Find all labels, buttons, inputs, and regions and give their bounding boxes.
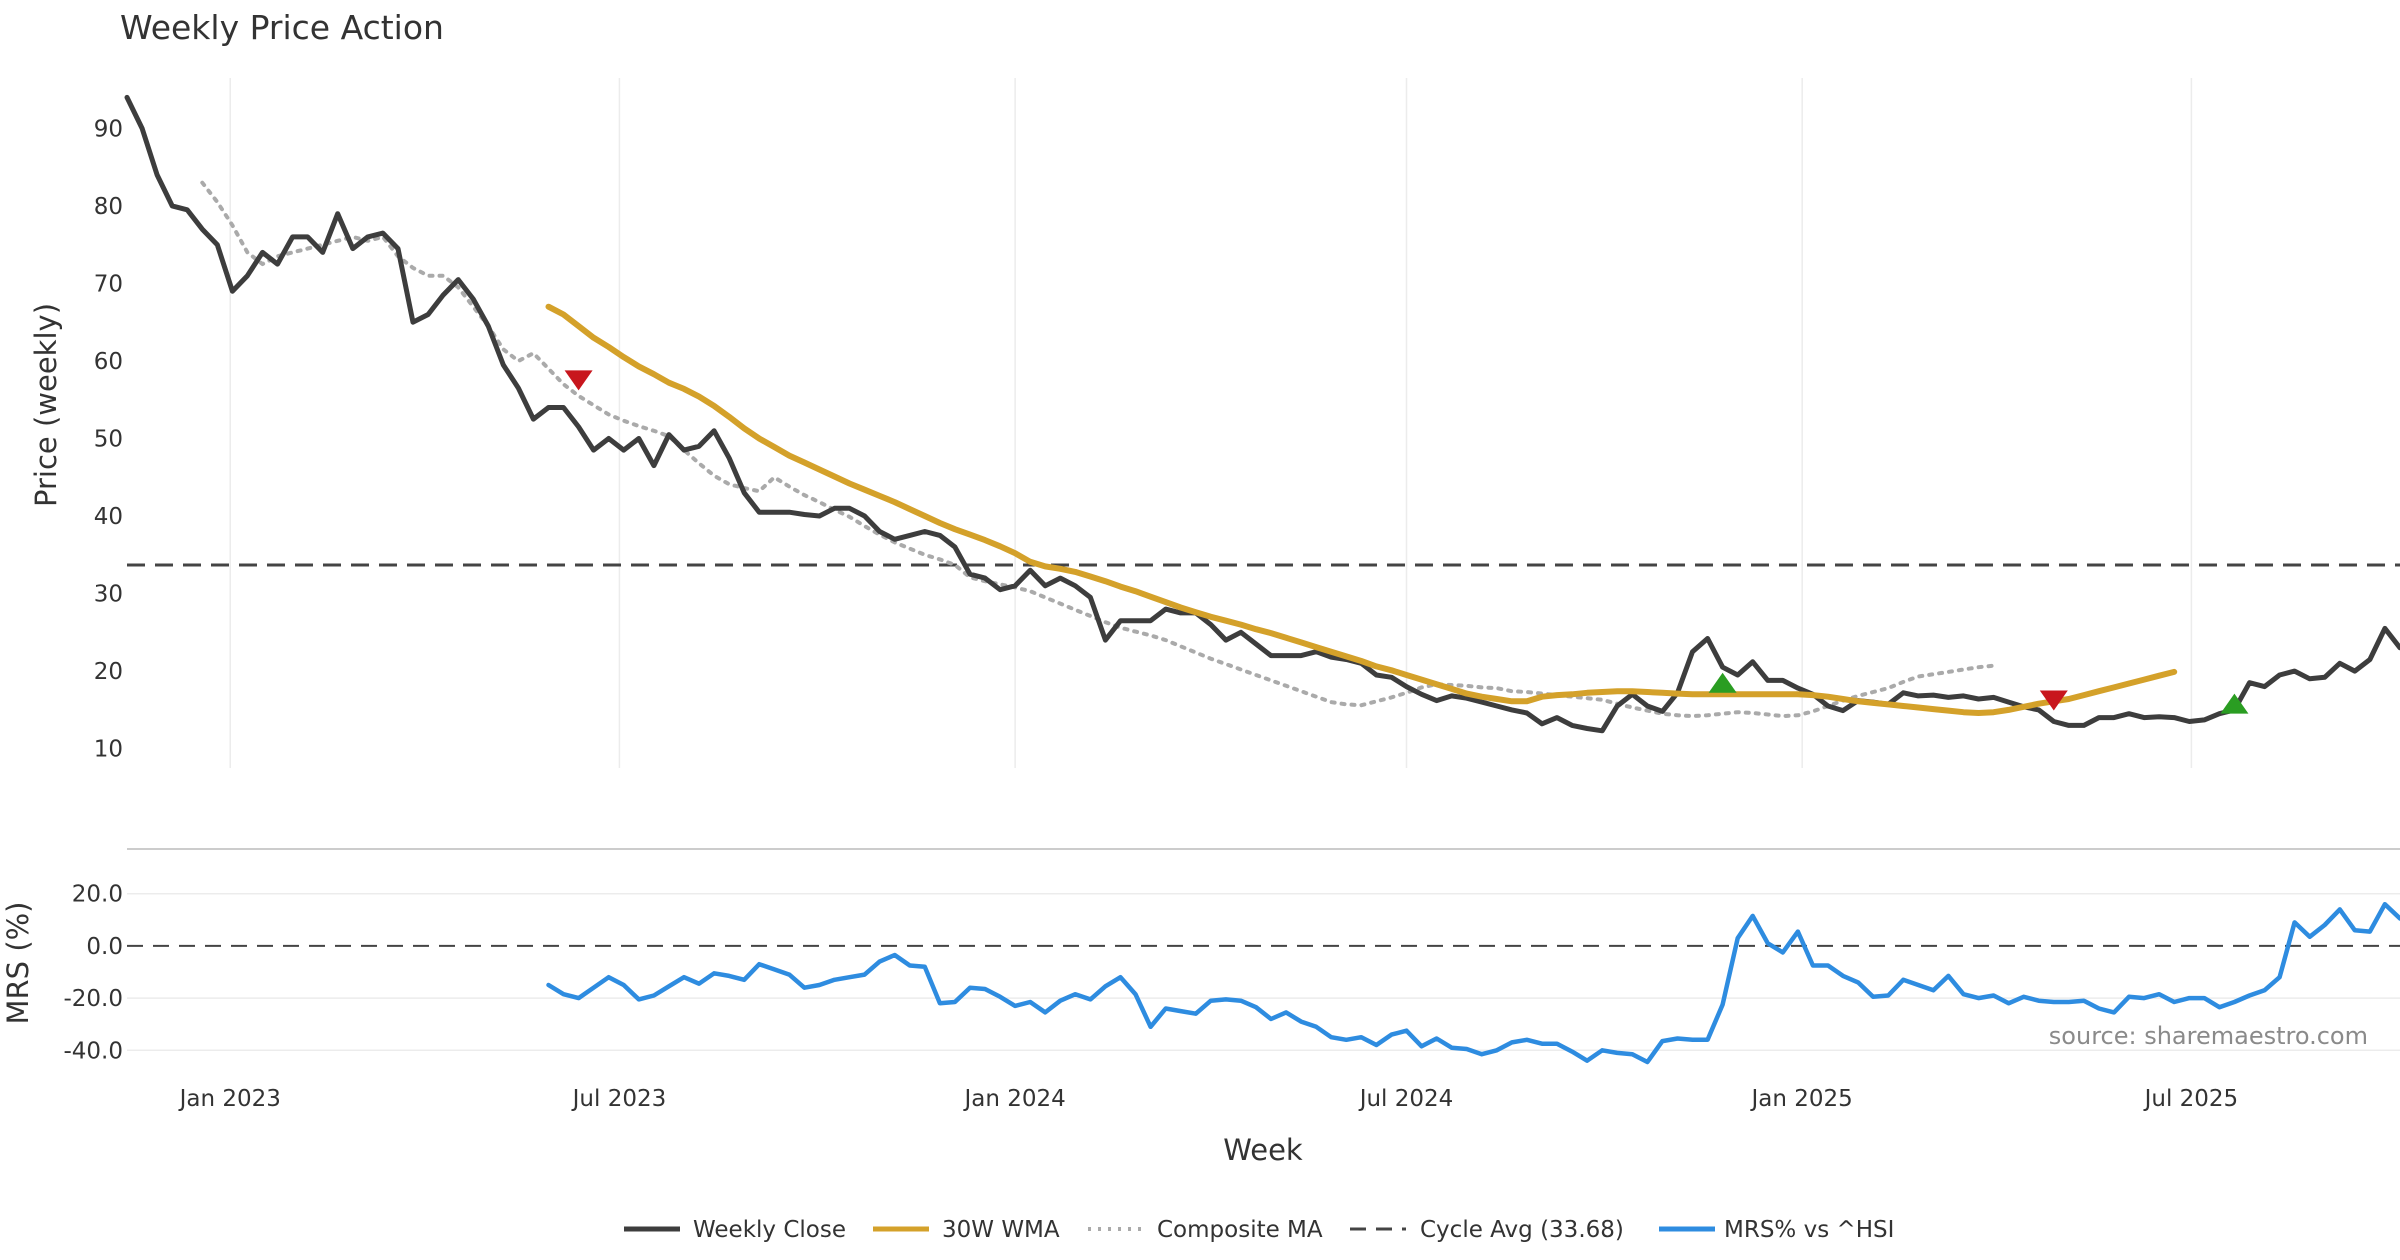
mrs-y-tick-label: -40.0 [63, 1038, 123, 1064]
source-note: source: sharemaestro.com [2049, 1022, 2368, 1050]
buy-signal-marker [2220, 693, 2249, 714]
price-y-tick-label: 60 [94, 349, 123, 375]
mrs-y-tick-label: 20.0 [72, 882, 123, 908]
mrs-y-tick-label: 0.0 [86, 934, 123, 960]
price-y-tick-label: 70 [94, 271, 123, 297]
sell-signal-marker [2039, 690, 2068, 711]
mrs-panel [546, 901, 2400, 1065]
price-y-tick-label: 40 [94, 504, 123, 530]
legend-label: MRS% vs ^HSI [1724, 1217, 1894, 1243]
price-y-tick-label: 10 [94, 737, 123, 763]
mrs-axis-label: MRS (%) [1, 902, 35, 1025]
x-tick-label: Jul 2025 [2143, 1086, 2239, 1112]
legend: Weekly Close 30W WMA Composite MA Cycle Avg… [624, 1217, 1894, 1243]
x-axis-label: Week [1223, 1133, 1303, 1167]
series-mrs-vs-hsi-line [546, 901, 2400, 1065]
series-composite-ma-line [200, 180, 1996, 719]
price-axis-label: Price (weekly) [29, 303, 63, 507]
price-y-tick-label: 80 [94, 194, 123, 220]
buy-signal-marker [1708, 672, 1737, 693]
x-tick-label: Jan 2024 [962, 1086, 1065, 1112]
series-weekly-close-line [124, 94, 2400, 734]
tick-labels: Jan 2023 Jul 2023 Jan 2024 Jul 2024 Jan 2025… [63, 116, 2238, 1112]
price-panel [124, 94, 2400, 734]
signals-layer [564, 370, 2249, 714]
chart-title: Weekly Price Action [120, 8, 444, 47]
sell-signal-marker [564, 370, 593, 391]
price-y-tick-label: 50 [94, 427, 123, 453]
legend-label: Weekly Close [693, 1217, 846, 1243]
price-y-tick-label: 90 [94, 116, 123, 142]
series-30w-wma-line [545, 303, 2178, 716]
x-tick-label: Jul 2023 [571, 1086, 667, 1112]
legend-label: Cycle Avg (33.68) [1420, 1217, 1624, 1243]
mrs-y-tick-label: -20.0 [63, 986, 123, 1012]
cycle-avg-layer [127, 563, 2400, 947]
legend-label: 30W WMA [942, 1217, 1060, 1243]
x-tick-label: Jan 2025 [1750, 1086, 1853, 1112]
price-y-tick-label: 20 [94, 659, 123, 685]
x-tick-label: Jan 2023 [178, 1086, 281, 1112]
x-tick-label: Jul 2024 [1358, 1086, 1454, 1112]
price-y-tick-label: 30 [94, 582, 123, 608]
legend-label: Composite MA [1157, 1217, 1323, 1243]
